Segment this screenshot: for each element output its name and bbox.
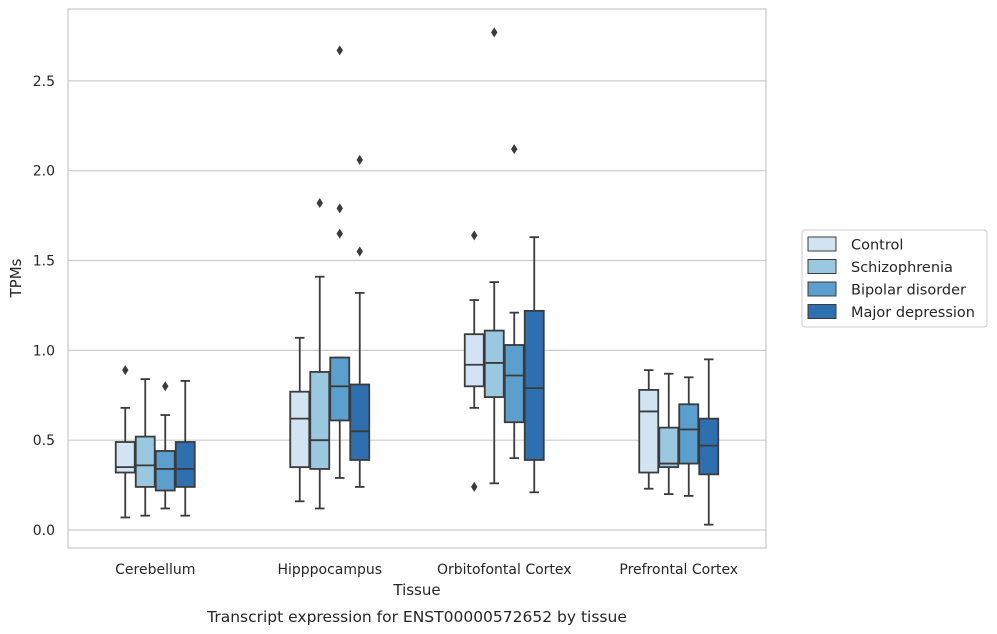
box — [483, 27, 505, 485]
box — [463, 230, 485, 492]
box-iqr — [638, 388, 660, 474]
legend-label: Bipolar disorder — [851, 283, 966, 299]
box-iqr — [289, 390, 311, 469]
box — [154, 381, 176, 510]
box-iqr — [523, 309, 545, 461]
box-iqr — [463, 333, 485, 388]
box-iqr — [134, 435, 156, 488]
box — [349, 154, 371, 488]
y-tick-label: 2.5 — [33, 74, 55, 90]
box — [698, 358, 720, 526]
legend-swatch — [807, 259, 837, 274]
box-iqr — [154, 450, 176, 492]
series-control — [114, 230, 660, 519]
box — [503, 144, 525, 460]
outlier-point — [316, 198, 323, 209]
x-tick-label: Orbitofontal Cortex — [437, 562, 572, 578]
y-axis-ticks: 0.0 0.5 1.0 1.5 2.0 2.5 — [33, 74, 55, 539]
legend-swatch — [807, 236, 837, 252]
boxplot-series — [114, 27, 720, 526]
x-tick-label: Cerebellum — [115, 562, 195, 578]
outlier-point — [336, 203, 343, 214]
plot-frame — [67, 8, 767, 549]
legend: Control Schizophrenia Bipolar disorder Majo… — [801, 229, 988, 328]
box-iqr — [678, 403, 700, 465]
legend-swatch — [807, 281, 837, 297]
outlier-point — [122, 365, 129, 376]
chart-caption: Transcript expression for ENST0000057265… — [206, 608, 627, 626]
y-axis-label: TPMs — [7, 258, 25, 298]
y-tick-label: 1.0 — [33, 343, 55, 359]
outlier-point — [471, 481, 478, 492]
y-tick-label: 0.5 — [33, 433, 55, 449]
outlier-point — [471, 230, 478, 241]
outlier-point — [336, 228, 343, 239]
box — [309, 198, 331, 510]
box-iqr — [349, 383, 371, 461]
box — [329, 45, 351, 479]
box — [523, 236, 545, 494]
y-tick-label: 2.0 — [33, 164, 55, 180]
box — [134, 378, 156, 517]
box-iqr — [309, 371, 331, 470]
box — [638, 369, 660, 490]
series-schizophrenia — [134, 27, 680, 517]
x-axis-label: Tissue — [392, 581, 440, 599]
x-tick-label: Prefrontal Cortex — [619, 562, 738, 578]
x-axis-ticks: Cerebellum Hipppocampus Orbitofontal Corte… — [115, 562, 738, 578]
legend-label: Schizophrenia — [851, 260, 953, 276]
box-iqr — [503, 344, 525, 424]
outlier-point — [162, 381, 169, 392]
outlier-point — [491, 27, 498, 38]
box — [658, 372, 680, 496]
box — [114, 365, 136, 519]
legend-frame — [801, 229, 988, 328]
gridlines — [68, 80, 766, 531]
legend-label: Major depression — [851, 305, 975, 321]
box — [678, 376, 700, 497]
box-iqr — [174, 441, 196, 488]
box-iqr — [114, 441, 136, 474]
outlier-point — [336, 45, 343, 56]
y-tick-label: 1.5 — [33, 254, 55, 270]
x-tick-label: Hipppocampus — [277, 562, 382, 578]
box — [174, 380, 196, 517]
series-bipolar-disorder — [154, 45, 700, 510]
box-iqr — [658, 426, 680, 469]
box — [289, 336, 311, 503]
outlier-point — [356, 246, 363, 257]
legend-swatch — [807, 304, 837, 319]
box-iqr — [329, 356, 351, 422]
outlier-point — [356, 154, 363, 165]
legend-label: Control — [851, 238, 903, 254]
series-major-depression — [174, 154, 720, 526]
y-tick-label: 0.0 — [33, 523, 55, 539]
outlier-point — [511, 144, 518, 155]
